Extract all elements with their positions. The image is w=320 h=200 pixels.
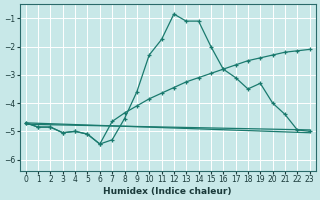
X-axis label: Humidex (Indice chaleur): Humidex (Indice chaleur) xyxy=(103,187,232,196)
